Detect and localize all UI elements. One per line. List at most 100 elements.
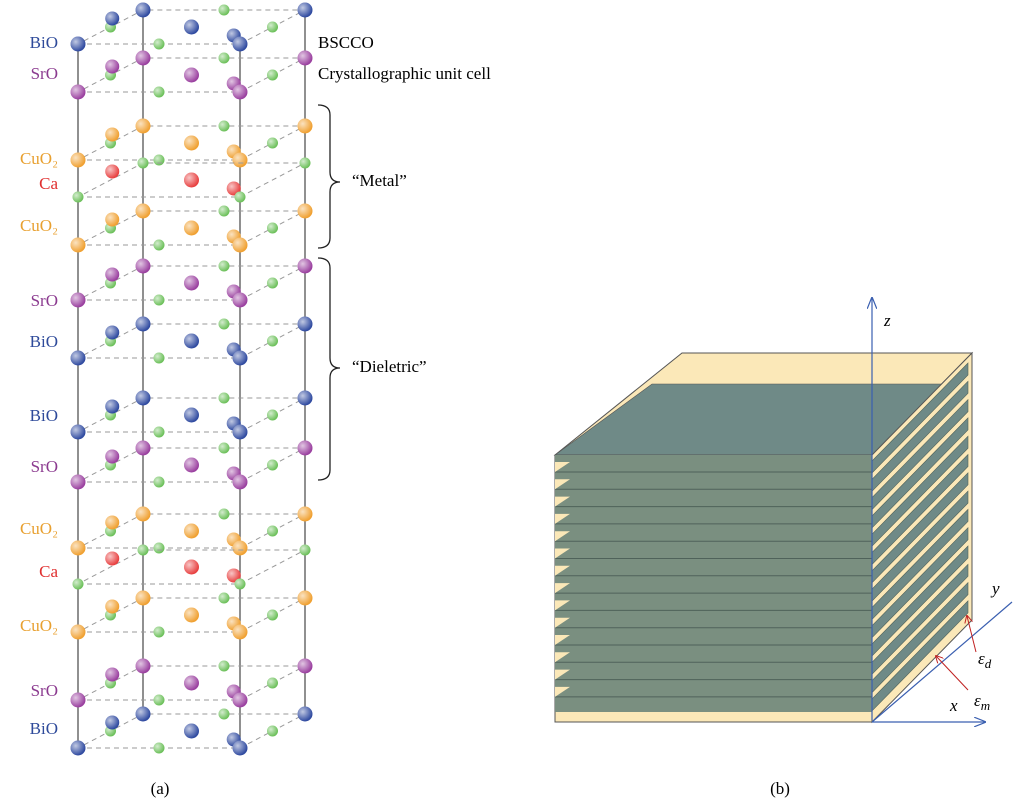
atom-shine xyxy=(135,390,151,406)
atom-shine xyxy=(137,157,149,169)
atom-shine xyxy=(234,191,246,203)
atom-shine xyxy=(297,706,313,722)
atom-shine xyxy=(297,2,313,18)
atom-shine xyxy=(70,292,86,308)
atom-shine xyxy=(267,222,278,234)
atom-shine xyxy=(153,626,165,638)
atom-shine xyxy=(70,540,86,556)
atom-shine xyxy=(105,325,120,340)
atom-shine xyxy=(135,258,151,274)
layer-label: Ca xyxy=(39,174,58,193)
caption-b: (b) xyxy=(770,779,790,798)
atom-shine xyxy=(297,658,313,674)
atom-shine xyxy=(70,424,86,440)
atom-shine xyxy=(218,260,230,272)
atom-shine xyxy=(226,181,241,196)
atom-shine xyxy=(184,67,199,83)
atom-shine xyxy=(297,203,313,219)
z-label: z xyxy=(883,311,891,330)
atom-shine xyxy=(232,152,248,168)
atom-shine xyxy=(232,36,248,52)
eps-m-arrow xyxy=(936,656,969,691)
x-label: x xyxy=(949,696,958,715)
atom-shine xyxy=(137,544,149,556)
atom-shine xyxy=(184,220,199,236)
slab-edge xyxy=(555,462,570,472)
atom-shine xyxy=(218,708,230,720)
eps-d-label: εd xyxy=(978,649,992,671)
atom-shine xyxy=(70,84,86,100)
metal-brace xyxy=(317,104,341,249)
atom-shine xyxy=(105,59,120,74)
atom-shine xyxy=(297,590,313,606)
atom-shine xyxy=(267,677,278,689)
layer-label: SrO xyxy=(31,64,58,83)
atom-shine xyxy=(226,568,241,583)
atom-shine xyxy=(184,172,199,188)
atom-shine xyxy=(232,540,248,556)
layer-label: BiO xyxy=(30,719,58,738)
atom-shine xyxy=(70,692,86,708)
atom-shine xyxy=(232,692,248,708)
slab-edge xyxy=(555,635,570,645)
atom-shine xyxy=(105,267,120,282)
atom-shine xyxy=(184,607,199,623)
atom-shine xyxy=(105,715,120,730)
atom-shine xyxy=(135,706,151,722)
y-label: y xyxy=(990,579,1000,598)
slab-edge xyxy=(555,479,570,490)
atom-shine xyxy=(153,742,165,754)
atom-shine xyxy=(232,474,248,490)
atom-shine xyxy=(70,474,86,490)
atom-shine xyxy=(135,50,151,66)
atom-shine xyxy=(105,399,120,414)
atom-shine xyxy=(184,559,199,575)
atom-shine xyxy=(70,152,86,168)
atom-shine xyxy=(70,237,86,253)
slab-edge xyxy=(555,496,570,507)
atom-shine xyxy=(267,725,278,737)
layer-label: SrO xyxy=(31,681,58,700)
atom-shine xyxy=(70,740,86,756)
cell-title: BSCCO xyxy=(318,33,374,52)
atom-shine xyxy=(218,442,230,454)
atom-shine xyxy=(153,476,165,488)
layered-box xyxy=(553,351,974,724)
atom-shine xyxy=(153,542,165,554)
atom-shine xyxy=(232,237,248,253)
atom-shine xyxy=(105,449,120,464)
slab-edge xyxy=(555,652,570,663)
atom-shine xyxy=(218,4,230,16)
atom-shine xyxy=(297,50,313,66)
atom-shine xyxy=(105,551,120,566)
caption-a: (a) xyxy=(151,779,170,798)
atom-shine xyxy=(153,426,165,438)
atom-shine xyxy=(70,350,86,366)
atom-shine xyxy=(153,38,165,50)
atom-shine xyxy=(218,52,230,64)
atom-shine xyxy=(105,599,120,614)
atom-shine xyxy=(184,275,199,291)
atom-shine xyxy=(218,660,230,672)
atom-shine xyxy=(297,118,313,134)
atom-shine xyxy=(105,11,120,26)
atom-shine xyxy=(153,154,165,166)
atom-shine xyxy=(267,277,278,289)
eps-d-arrow xyxy=(967,616,977,653)
atom-shine xyxy=(267,21,278,33)
atom-shine xyxy=(218,592,230,604)
atom-shine xyxy=(232,424,248,440)
atom-shine xyxy=(234,578,246,590)
atom-shine xyxy=(70,36,86,52)
atom-shine xyxy=(72,578,84,590)
atom-shine xyxy=(105,127,120,142)
atom-shine xyxy=(135,118,151,134)
atom-shine xyxy=(153,86,165,98)
atom-shine xyxy=(184,19,199,35)
slab-edge xyxy=(555,583,570,594)
atom-shine xyxy=(184,457,199,473)
unit-cell: BiO SrO CuO₂ Ca CuO₂ SrO BiO BiO SrO CuO₂ Ca CuO₂ Sr… xyxy=(20,2,313,756)
atom-shine xyxy=(218,508,230,520)
atom-shine xyxy=(299,157,311,169)
